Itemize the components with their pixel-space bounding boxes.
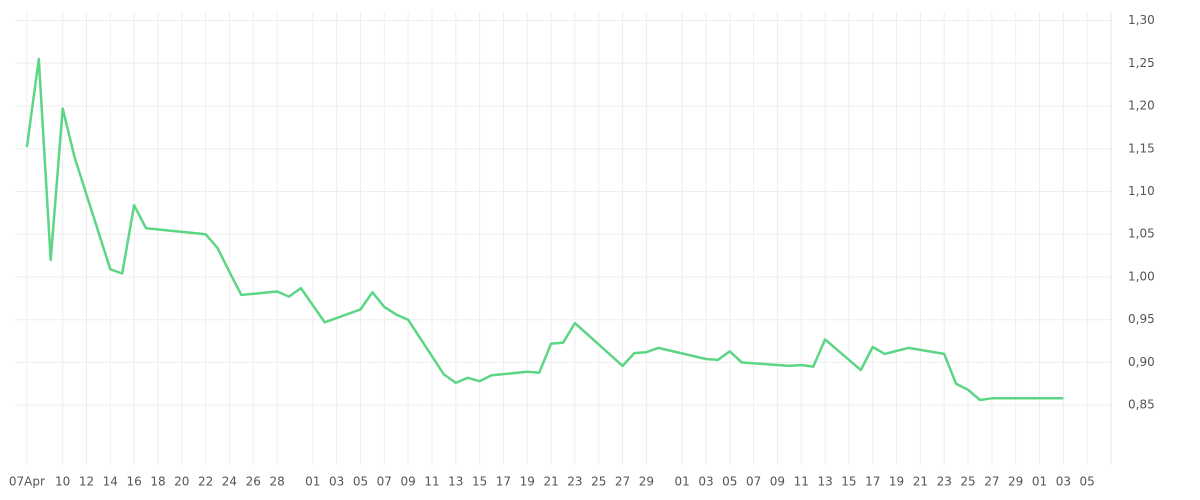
x-tick-label: 19 [520,475,535,489]
y-tick-label: 1,15 [1128,141,1155,155]
x-tick-label: 15 [472,475,487,489]
x-tick-label: 19 [889,475,904,489]
x-tick-label: 11 [424,475,439,489]
x-tick-label: 05 [722,475,737,489]
x-tick-label: 17 [865,475,880,489]
x-tick-label: 23 [937,475,952,489]
x-tick-label: 25 [960,475,975,489]
x-tick-label: 27 [615,475,630,489]
x-tick-label: 01 [1032,475,1047,489]
x-tick-label: 13 [448,475,463,489]
y-tick-label: 0,90 [1128,355,1155,369]
x-tick-label: 27 [984,475,999,489]
x-tick-label: 05 [1080,475,1095,489]
x-tick-label: 24 [222,475,237,489]
y-tick-label: 1,10 [1128,184,1155,198]
x-tick-label: 14 [103,475,118,489]
x-tick-label: 03 [698,475,713,489]
x-tick-label: 25 [591,475,606,489]
x-tick-label: 12 [79,475,94,489]
x-tick-label: 17 [496,475,511,489]
data-line [25,57,1064,402]
x-tick-label: 03 [329,475,344,489]
x-tick-label: 20 [174,475,189,489]
x-tick-label: 10 [55,475,70,489]
x-tick-label: 23 [567,475,582,489]
x-tick-label: 01 [674,475,689,489]
x-tick-label: 05 [353,475,368,489]
x-tick-label: 07Apr [9,475,45,489]
x-tick-label: 07 [377,475,392,489]
x-tick-label: 26 [246,475,261,489]
x-tick-label: 09 [400,475,415,489]
y-tick-label: 1,00 [1128,269,1155,283]
x-tick-label: 16 [126,475,141,489]
x-tick-label: 01 [305,475,320,489]
x-tick-label: 07 [746,475,761,489]
x-tick-label: 29 [639,475,654,489]
y-tick-label: 1,25 [1128,56,1155,70]
x-tick-label: 21 [913,475,928,489]
x-tick-label: 28 [269,475,284,489]
x-tick-label: 13 [817,475,832,489]
y-tick-label: 0,95 [1128,312,1155,326]
x-tick-label: 11 [794,475,809,489]
x-tick-label: 03 [1056,475,1071,489]
x-tick-label: 21 [543,475,558,489]
x-tick-label: 29 [1008,475,1023,489]
y-tick-label: 1,30 [1128,13,1155,27]
x-tick-label: 09 [770,475,785,489]
x-tick-label: 18 [150,475,165,489]
y-tick-label: 0,85 [1128,398,1155,412]
y-tick-label: 1,05 [1128,227,1155,241]
x-tick-label: 15 [841,475,856,489]
x-tick-label: 22 [198,475,213,489]
y-tick-label: 1,20 [1128,99,1155,113]
